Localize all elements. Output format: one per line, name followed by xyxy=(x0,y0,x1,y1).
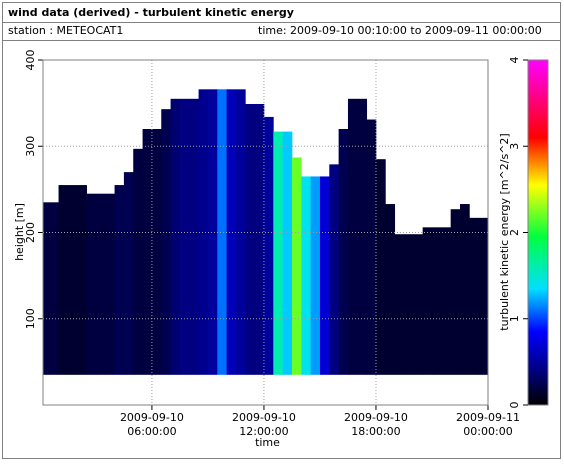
heat-column xyxy=(217,89,228,375)
x-axis-label: time xyxy=(255,436,280,449)
colorbar-tick-label: 3 xyxy=(508,143,521,150)
y-tick-label: 300 xyxy=(24,136,37,157)
colorbar-tick-label: 2 xyxy=(508,229,521,236)
y-tick-label: 200 xyxy=(24,222,37,243)
heat-column xyxy=(413,234,424,375)
heat-column xyxy=(366,119,377,375)
heat-column xyxy=(357,98,368,375)
x-tick-label: 2009-09-11 00:00:00 xyxy=(456,411,520,438)
heat-column xyxy=(142,129,153,375)
heat-column xyxy=(385,204,396,375)
colorbar-tick-label: 1 xyxy=(508,315,521,322)
heat-column xyxy=(347,98,358,375)
heat-column xyxy=(226,89,237,375)
heat-column xyxy=(459,204,470,375)
heat-column xyxy=(161,109,171,375)
heat-column xyxy=(95,193,106,375)
x-tick-label: 2009-09-10 12:00:00 xyxy=(232,411,296,438)
station: station : METEOCAT1 xyxy=(8,24,123,37)
heat-column xyxy=(319,176,330,375)
heat-column xyxy=(310,176,321,375)
x-tick-label: 2009-09-10 18:00:00 xyxy=(344,411,408,438)
heat-column xyxy=(263,116,274,375)
heat-column xyxy=(105,193,115,375)
heat-column xyxy=(207,89,218,375)
heat-column xyxy=(245,103,256,375)
heat-column xyxy=(58,185,69,375)
heat-column xyxy=(151,129,162,375)
heat-column xyxy=(198,89,209,375)
plot-frame xyxy=(42,59,489,406)
heat-column xyxy=(77,185,87,375)
heat-column xyxy=(422,227,433,375)
heat-column xyxy=(282,131,293,375)
heat-column xyxy=(338,129,349,375)
heat-column xyxy=(375,159,386,375)
heat-column xyxy=(403,234,414,375)
y-tick-label: 100 xyxy=(24,308,37,329)
time-range: time: 2009-09-10 00:10:00 to 2009-09-11 … xyxy=(258,24,542,37)
heat-column xyxy=(86,193,97,375)
colorbar-tick-label: 4 xyxy=(508,57,521,64)
heat-column xyxy=(123,172,134,375)
heat-column xyxy=(254,103,265,375)
colorbar-label: turbulent kinetic energy [m^2/s^2] xyxy=(498,133,511,330)
y-tick-label: 400 xyxy=(24,50,37,71)
heat-column xyxy=(291,157,302,375)
heat-column xyxy=(43,202,50,375)
heat-column xyxy=(441,227,452,375)
heat-column xyxy=(189,98,199,375)
x-tick-label: 2009-09-10 06:00:00 xyxy=(120,411,184,438)
heat-column xyxy=(469,217,480,375)
heat-column xyxy=(235,89,246,375)
heat-column xyxy=(450,209,461,375)
heat-column xyxy=(394,234,405,375)
heat-column xyxy=(329,164,340,375)
heat-column xyxy=(431,227,442,375)
heat-column xyxy=(170,98,181,375)
heat-column xyxy=(478,217,489,375)
heat-column xyxy=(179,98,190,375)
heat-column xyxy=(49,202,59,375)
heat-column xyxy=(133,148,143,375)
title: wind data (derived) - turbulent kinetic … xyxy=(8,6,294,19)
heat-column xyxy=(67,185,78,375)
heat-column xyxy=(273,131,284,375)
heat-column xyxy=(301,176,312,375)
colorbar xyxy=(527,59,549,406)
heat-column xyxy=(114,185,125,375)
colorbar-tick-label: 0 xyxy=(508,402,521,409)
y-axis-label: height [m] xyxy=(13,203,26,261)
